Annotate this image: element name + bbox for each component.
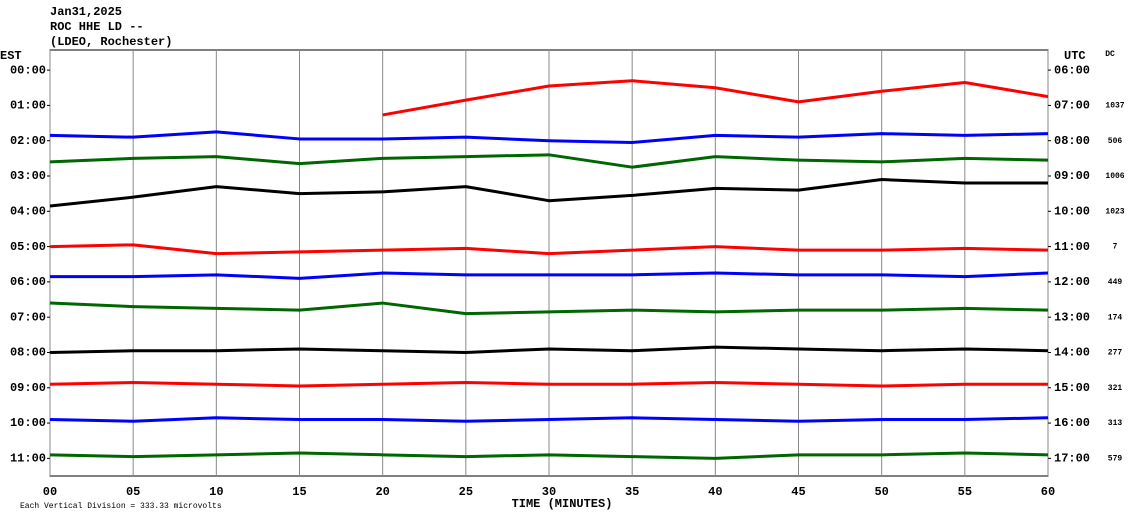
trace: [49, 380, 1048, 388]
dc-value: 506: [1108, 137, 1123, 146]
y-tick-label: 02:00: [10, 134, 46, 148]
y-tick-label: 09:00: [10, 381, 46, 395]
grid: [47, 50, 1051, 476]
x-tick-label: 15: [292, 485, 306, 499]
x-tick-label: 50: [874, 485, 888, 499]
trace: [49, 345, 1049, 354]
y2-tick-label: 09:00: [1054, 169, 1090, 183]
y2-tick-label: 10:00: [1054, 204, 1090, 218]
x-tick-label: 45: [791, 485, 805, 499]
chart-subtitle: ROC HHE LD --: [50, 20, 144, 34]
y2-tick-label: 16:00: [1054, 416, 1090, 430]
y-tick-label: 07:00: [10, 310, 46, 324]
y2-tick-label: 15:00: [1054, 381, 1090, 395]
y-tick-label: 08:00: [10, 346, 46, 360]
trace: [49, 153, 1049, 169]
y-tick-label: 00:00: [10, 63, 46, 77]
dc-value: 1006: [1105, 172, 1124, 181]
x-tick-label: 00: [43, 485, 57, 499]
left-axis-label: EST: [0, 49, 22, 63]
x-tick-label: 30: [542, 485, 556, 499]
dc-value: 1037: [1105, 102, 1124, 111]
y-tick-label: 04:00: [10, 204, 46, 218]
y2-tick-label: 11:00: [1054, 240, 1090, 254]
y-tick-label: 05:00: [10, 240, 46, 254]
chart-title: Jan31,2025: [50, 5, 122, 19]
dc-value: 1023: [1105, 207, 1124, 216]
dc-value: 313: [1108, 419, 1123, 428]
y2-tick-label: 08:00: [1054, 134, 1090, 148]
trace: [49, 416, 1049, 423]
trace: [49, 301, 1049, 316]
x-tick-label: 20: [375, 485, 389, 499]
y2-tick-label: 13:00: [1054, 310, 1090, 324]
footnote: Each Vertical Division = 333.33 microvol…: [20, 502, 222, 511]
x-tick-label: 35: [625, 485, 639, 499]
dc-value: 449: [1108, 278, 1123, 287]
dc-value: 277: [1108, 349, 1123, 358]
y-tick-label: 03:00: [10, 169, 46, 183]
trace: [49, 130, 1049, 144]
right-axis-label: UTC: [1064, 49, 1086, 63]
x-axis-label: TIME (MINUTES): [512, 497, 613, 511]
y2-tick-label: 12:00: [1054, 275, 1090, 289]
dc-value: 579: [1108, 454, 1123, 463]
x-tick-label: 40: [708, 485, 722, 499]
dc-label: DC: [1105, 50, 1115, 59]
trace: [49, 243, 1049, 256]
dc-value: 7: [1113, 243, 1118, 252]
x-tick-label: 55: [958, 485, 972, 499]
trace: [49, 451, 1049, 460]
x-tick-label: 25: [459, 485, 473, 499]
y-tick-label: 01:00: [10, 99, 46, 113]
y-tick-label: 11:00: [10, 452, 46, 466]
y2-tick-label: 06:00: [1054, 63, 1090, 77]
x-tick-label: 10: [209, 485, 223, 499]
traces: [49, 79, 1049, 460]
x-tick-label: 60: [1041, 485, 1055, 499]
y2-tick-label: 14:00: [1054, 346, 1090, 360]
trace: [382, 79, 1049, 117]
dc-value: 321: [1108, 384, 1123, 393]
station-label: (LDEO, Rochester): [50, 35, 172, 49]
y2-tick-label: 07:00: [1054, 99, 1090, 113]
trace: [49, 178, 1048, 208]
dc-value: 174: [1108, 313, 1123, 322]
x-tick-label: 05: [126, 485, 140, 499]
y2-tick-label: 17:00: [1054, 452, 1090, 466]
trace: [50, 271, 1049, 280]
y-tick-label: 10:00: [10, 416, 46, 430]
y-tick-label: 06:00: [10, 275, 46, 289]
